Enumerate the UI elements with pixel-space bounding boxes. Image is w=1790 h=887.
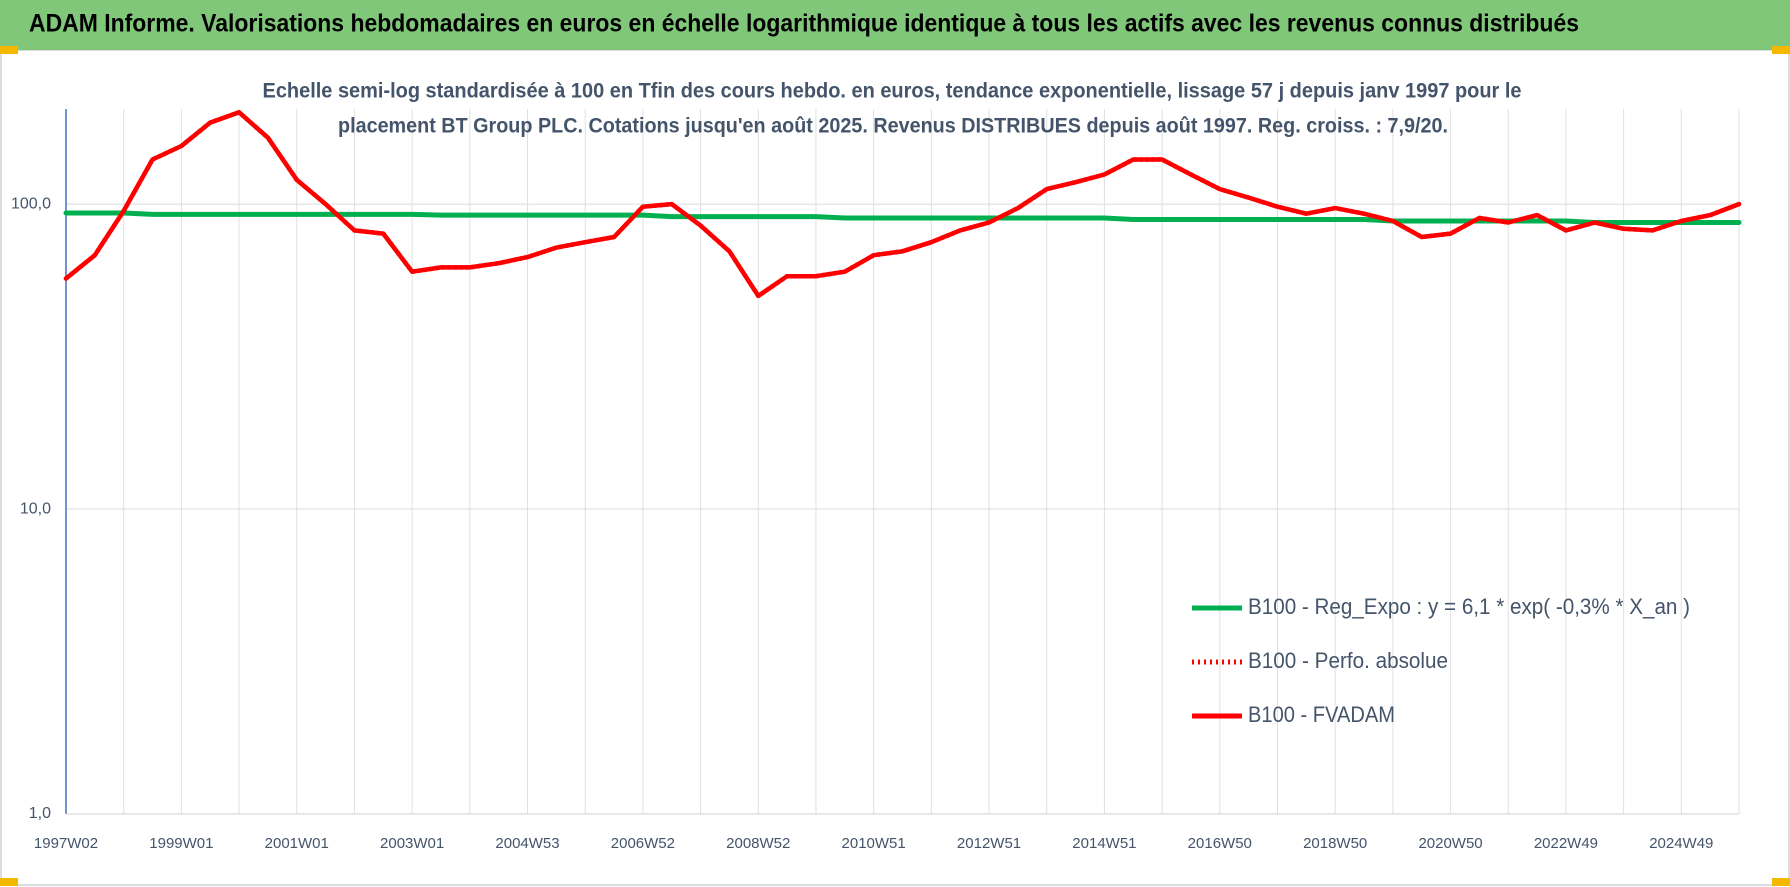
x-tick-label: 2006W52 xyxy=(611,835,675,852)
series-line xyxy=(63,110,1742,299)
corner xyxy=(1772,46,1790,54)
x-tick-label: 2018W50 xyxy=(1303,835,1367,852)
series-line xyxy=(63,210,1742,225)
x-tick-label: 2012W51 xyxy=(957,835,1021,852)
plot-area: 1,0 10,0 100,0 1997W02 1999W01 2001W01 2003W01… xyxy=(11,109,1742,852)
x-tick-label: 1997W02 xyxy=(34,835,98,852)
subtitle: Echelle semi-log standardisée à 100 en T… xyxy=(263,80,1522,103)
legend-label: B100 - FVADAM xyxy=(1248,702,1395,727)
x-tick-label: 1999W01 xyxy=(149,835,213,852)
x-tick-label: 2003W01 xyxy=(380,835,444,852)
corner xyxy=(0,46,18,54)
corner xyxy=(0,878,18,886)
legend-label: B100 - Reg_Expo : y = 6,1 * exp( -0,3% *… xyxy=(1248,594,1690,619)
chart-title: ADAM Informe. Valorisations hebdomadaire… xyxy=(29,10,1579,38)
x-tick-label: 2010W51 xyxy=(842,835,906,852)
x-tick-label: 2016W50 xyxy=(1188,835,1252,852)
x-tick-label: 2001W01 xyxy=(265,835,329,852)
x-tick-label: 2004W53 xyxy=(495,835,559,852)
x-tick-label: 2014W51 xyxy=(1072,835,1136,852)
header-bar xyxy=(0,0,1790,50)
y-tick-label: 10,0 xyxy=(20,500,51,517)
y-tick-label: 1,0 xyxy=(29,805,51,822)
legend-label: B100 - Perfo. absolue xyxy=(1248,648,1448,673)
x-tick-label: 2008W52 xyxy=(726,835,790,852)
x-tick-label: 2024W49 xyxy=(1649,835,1713,852)
corner xyxy=(1772,878,1790,886)
x-tick-label: 2020W50 xyxy=(1418,835,1482,852)
subtitle: placement BT Group PLC. Cotations jusqu'… xyxy=(338,115,1448,138)
x-tick-label: 2022W49 xyxy=(1534,835,1598,852)
y-tick-label: 100,0 xyxy=(11,195,51,212)
